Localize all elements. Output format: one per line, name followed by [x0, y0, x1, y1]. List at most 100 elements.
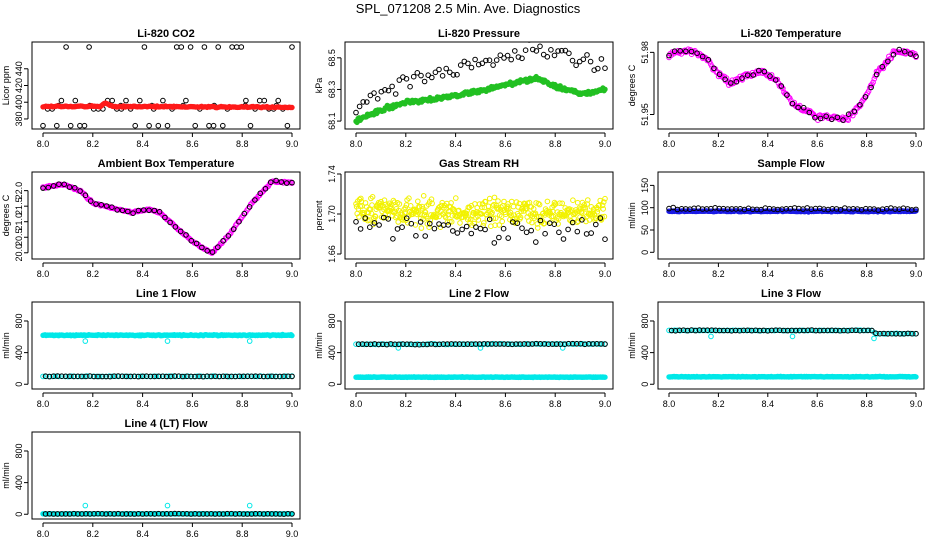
data-point: [164, 502, 171, 509]
data-point: [490, 62, 496, 68]
data-point: [58, 373, 65, 380]
data-point: [459, 226, 465, 233]
data-point: [666, 327, 672, 334]
data-point: [566, 50, 572, 57]
data-point: [780, 327, 787, 334]
data-point: [275, 97, 282, 104]
data-point: [159, 373, 166, 380]
data-point: [696, 327, 703, 333]
data-point: [890, 51, 897, 58]
data-point: [909, 330, 915, 337]
data-point: [77, 188, 83, 194]
data-point: [482, 226, 488, 233]
data-point: [588, 341, 594, 347]
x-tick-label: 9.0: [286, 529, 299, 539]
data-point: [58, 97, 65, 104]
plot-frame: [31, 171, 301, 260]
data-point: [269, 373, 275, 380]
y-axis-label: degrees C: [1, 194, 11, 236]
data-point: [356, 214, 362, 220]
data-point: [752, 327, 759, 334]
data-point: [289, 511, 295, 517]
data-point: [119, 511, 126, 517]
data-point: [861, 327, 867, 334]
data-point: [50, 373, 57, 380]
data-point: [582, 206, 589, 212]
data-point: [504, 52, 511, 59]
data-point: [127, 373, 134, 380]
data-point: [382, 201, 389, 208]
data-point: [178, 44, 185, 50]
data-point: [172, 373, 178, 379]
data-point: [500, 225, 507, 232]
data-point: [240, 373, 247, 380]
data-point: [885, 58, 891, 65]
data-point: [392, 208, 399, 215]
plot-frame: [657, 171, 925, 260]
rh-scatter: [353, 214, 608, 246]
pressure-scatter: [353, 42, 608, 116]
data-point: [602, 236, 608, 242]
data-point: [772, 77, 779, 83]
x-tick-label: 8.8: [549, 139, 562, 149]
data-point: [42, 511, 49, 517]
data-point: [760, 327, 767, 334]
y-tick-label: 800: [14, 443, 24, 458]
data-point: [422, 233, 429, 239]
data-point: [454, 71, 460, 78]
data-point: [188, 511, 194, 517]
data-point: [236, 218, 242, 225]
data-point: [394, 226, 401, 232]
x-tick-label: 8.8: [236, 399, 249, 409]
data-point: [208, 373, 214, 380]
data-point: [579, 341, 586, 347]
series-layer: [40, 502, 295, 517]
data-point: [905, 330, 911, 337]
data-point: [278, 179, 285, 185]
data-point: [416, 203, 422, 210]
data-point: [162, 214, 168, 221]
data-point: [404, 341, 410, 348]
data-point: [817, 115, 824, 122]
pressure-average: [353, 73, 608, 126]
data-point: [355, 341, 362, 348]
data-point: [61, 181, 67, 188]
y-axis: 0 400 800: [14, 443, 29, 517]
data-point: [724, 327, 731, 334]
data-point: [587, 58, 594, 65]
data-point: [177, 228, 184, 235]
ambient-temp-scatter: [40, 177, 295, 255]
data-point: [79, 511, 85, 517]
x-axis: 8.0 8.2 8.4 8.6 8.8 9.0: [350, 262, 611, 279]
data-point: [281, 373, 287, 380]
y-axis: 0 400 800: [327, 313, 342, 387]
y-tick-label: 800: [327, 313, 337, 328]
x-tick-label: 8.6: [811, 269, 824, 279]
data-point: [913, 53, 919, 60]
data-point: [123, 511, 130, 517]
data-point: [131, 373, 138, 380]
panel-title: Line 4 (LT) Flow: [125, 418, 208, 430]
data-point: [602, 374, 608, 380]
y-tick-label: 21.5: [14, 197, 24, 215]
data-point: [371, 220, 378, 226]
y-axis: 0 400 800: [14, 313, 29, 387]
y-tick-label: 400: [14, 345, 24, 360]
y-tick-label: 0: [14, 382, 24, 387]
data-point: [252, 197, 258, 203]
y-tick-label: 0: [640, 250, 650, 255]
data-point: [151, 373, 158, 380]
data-point: [857, 102, 863, 108]
data-point: [825, 327, 831, 334]
data-point: [877, 330, 883, 337]
data-point: [147, 511, 154, 517]
data-point: [418, 225, 425, 231]
data-point: [183, 97, 189, 104]
data-point: [542, 230, 548, 237]
plot-frame: [657, 41, 925, 130]
data-point: [439, 73, 446, 79]
x-tick-label: 8.4: [136, 399, 149, 409]
x-tick-label: 8.2: [87, 399, 100, 409]
data-point: [123, 97, 129, 104]
